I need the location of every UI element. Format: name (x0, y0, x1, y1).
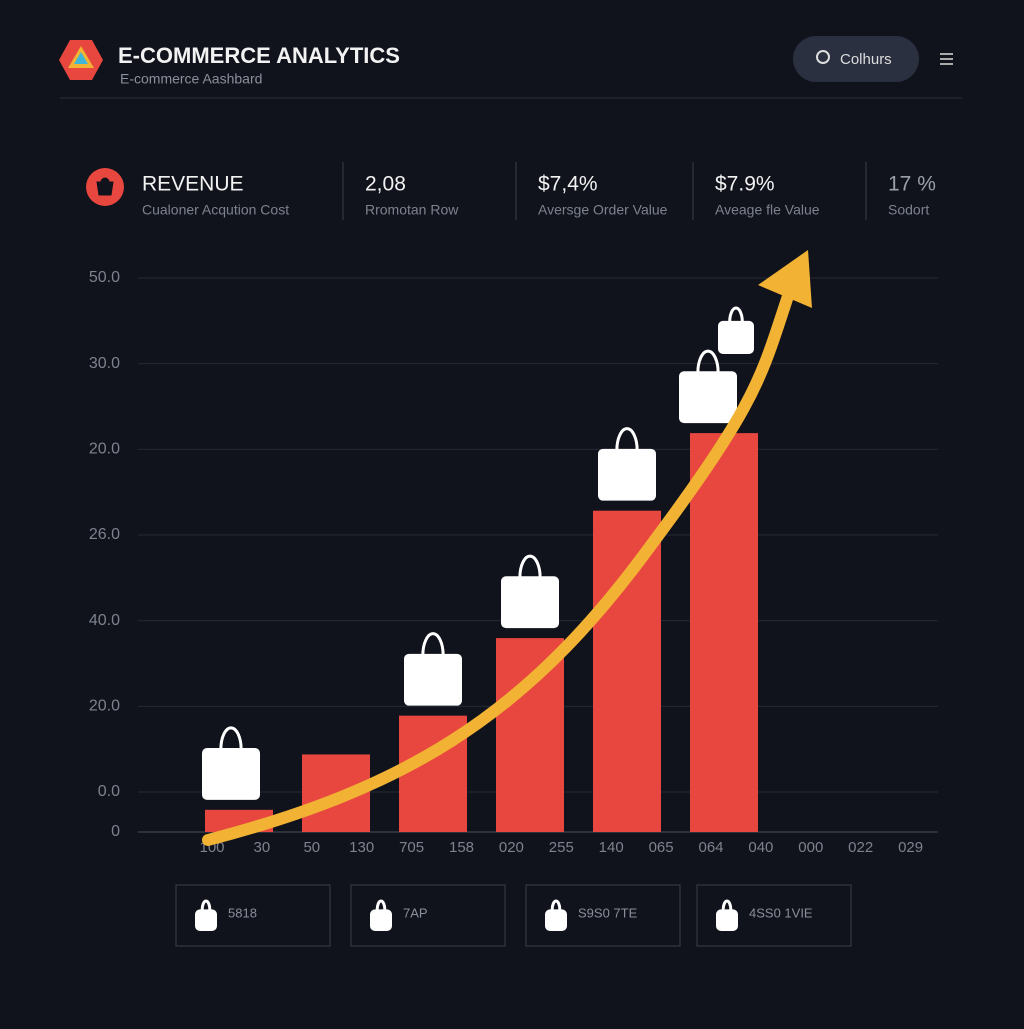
bag-icon (679, 371, 737, 424)
bag-icon (716, 909, 738, 931)
x-tick-label: 000 (798, 839, 823, 856)
bar (690, 433, 758, 832)
bag-icon (598, 448, 656, 501)
x-tick-label: 029 (898, 839, 923, 856)
x-tick-label: 50 (303, 839, 320, 856)
bag-icon (721, 899, 733, 911)
y-tick-label: 20.0 (89, 441, 120, 458)
card-text: 4SS0 1VIE (749, 905, 813, 920)
kpi-value: 17 % (888, 173, 936, 196)
info-card (525, 884, 681, 947)
bag-icon (550, 899, 562, 911)
y-tick-label: 0.0 (98, 783, 120, 800)
x-tick-label: 040 (748, 839, 773, 856)
x-tick-label: 140 (599, 839, 624, 856)
app-title: E-COMMERCE ANALYTICS (118, 43, 400, 68)
search-icon (816, 50, 830, 64)
bag-icon (375, 899, 387, 911)
y-tick-label: 50.0 (89, 269, 120, 286)
kpi-value: REVENUE (142, 173, 244, 196)
arrow-head (758, 250, 812, 308)
card-text: 7AP (403, 905, 428, 920)
search-label[interactable]: Colhurs (840, 51, 892, 68)
bag-icon (696, 349, 720, 373)
kpi-label: Cualoner Acqution Cost (142, 202, 289, 218)
menu-icon[interactable] (940, 53, 953, 65)
x-tick-label: 064 (698, 839, 723, 856)
kpi-label: Aveage fle Value (715, 202, 820, 218)
bag-glyph (96, 177, 114, 196)
bag-icon (518, 554, 542, 578)
kpi-value: $7.9% (715, 173, 775, 196)
x-tick-label: 022 (848, 839, 873, 856)
info-card (350, 884, 506, 947)
search-button[interactable] (793, 36, 919, 82)
y-tick-label: 20.0 (89, 698, 120, 715)
info-card (696, 884, 852, 947)
y-tick-label: 0 (111, 823, 120, 840)
kpi-value: 2,08 (365, 173, 406, 196)
bag-icon (404, 653, 462, 706)
bag-icon (202, 748, 260, 800)
bag-icon (370, 909, 392, 931)
info-card (175, 884, 331, 947)
y-tick-label: 30.0 (89, 355, 120, 372)
x-tick-label: 130 (349, 839, 374, 856)
bar (496, 638, 564, 832)
kpi-label: Aversge Order Value (538, 202, 668, 218)
app-subtitle: E-commerce Aashbard (120, 71, 262, 87)
bag-icon (421, 632, 445, 656)
logo (59, 40, 103, 80)
bag-icon (219, 726, 243, 750)
x-tick-label: 065 (649, 839, 674, 856)
bag-icon (728, 306, 744, 322)
x-tick-label: 705 (399, 839, 424, 856)
bag-icon (615, 427, 639, 451)
x-tick-label: 255 (549, 839, 574, 856)
kpi-label: Rromotan Row (365, 202, 459, 218)
y-tick-label: 26.0 (89, 526, 120, 543)
trend-arrow (202, 284, 796, 846)
y-tick-label: 40.0 (89, 612, 120, 629)
bag-icon (718, 320, 754, 354)
kpi-label: Sodort (888, 202, 929, 218)
bag-icon (501, 576, 559, 629)
x-tick-label: 158 (449, 839, 474, 856)
card-text: S9S0 7TE (578, 905, 638, 920)
x-tick-label: 30 (254, 839, 271, 856)
bar (593, 510, 661, 832)
bag-icon (545, 909, 567, 931)
bag-icon (195, 909, 217, 931)
kpi-value: $7,4% (538, 173, 598, 196)
bag-icon (200, 899, 212, 911)
x-tick-label: 020 (499, 839, 524, 856)
card-text: 5818 (228, 905, 257, 920)
